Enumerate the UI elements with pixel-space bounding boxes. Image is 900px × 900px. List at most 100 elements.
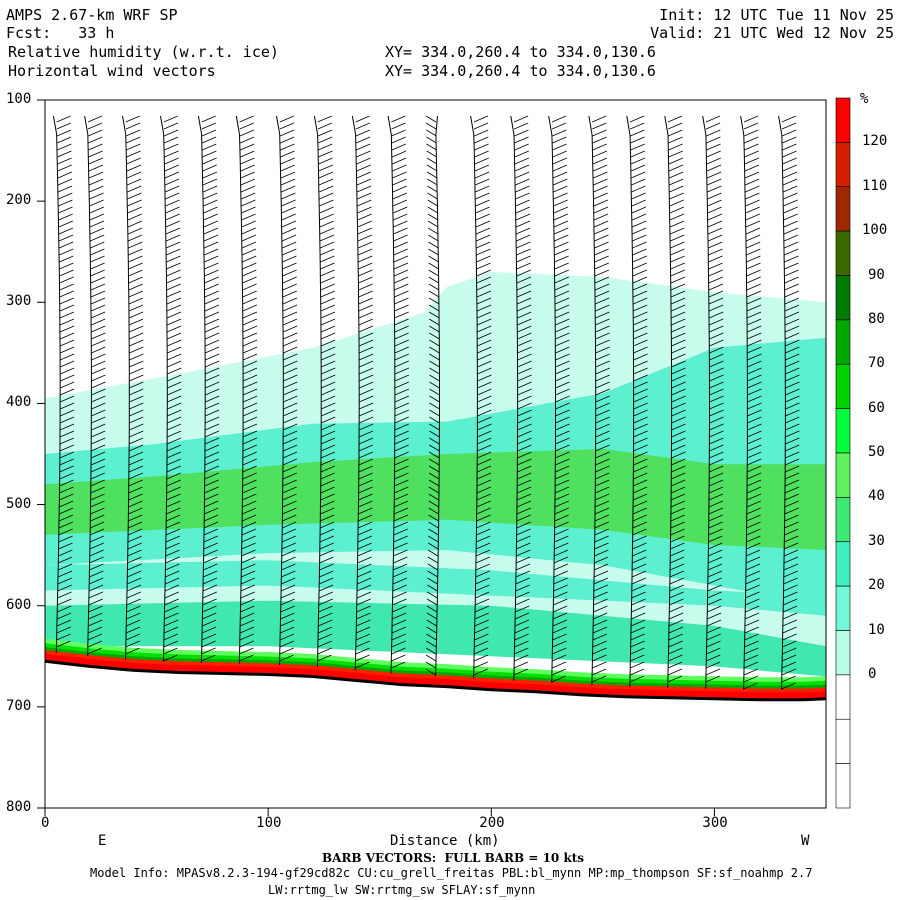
colorbar-label: 0	[868, 665, 877, 682]
barb-flags	[355, 115, 374, 669]
barb-staff	[626, 115, 635, 687]
colorbar-swatch-10	[835, 541, 851, 587]
barb-staff	[313, 115, 322, 667]
colorbar-swatch-3	[835, 230, 851, 276]
colorbar	[835, 97, 851, 809]
x-tick-label: 0	[41, 815, 50, 831]
x-tick-label: 100	[256, 815, 282, 831]
barb-column-17	[702, 115, 724, 689]
header-init: Init: 12 UTC Tue 11 Nov 25	[659, 6, 894, 24]
barb-column-15	[626, 115, 648, 687]
barb-staff	[84, 115, 92, 657]
barb-staff	[435, 115, 440, 677]
colorbar-label: 40	[868, 488, 885, 505]
axes	[37, 99, 827, 816]
barb-column-14	[588, 115, 610, 686]
barb-flags	[317, 115, 336, 662]
barb-staff	[588, 115, 597, 686]
colorbar-label: 80	[868, 310, 885, 327]
colorbar-label: 10	[868, 621, 885, 638]
colorbar-label: 90	[868, 266, 885, 283]
barb-staff	[276, 115, 284, 666]
x-axis-label: Distance (km)	[390, 833, 500, 849]
colorbar-swatch-8	[835, 452, 851, 498]
barb-column-10	[425, 115, 440, 677]
barb-column-3	[160, 115, 182, 662]
barb-flags	[201, 115, 220, 662]
colorbar-swatch-5	[835, 319, 851, 365]
barb-flags	[513, 115, 532, 676]
colorbar-label: 60	[868, 399, 885, 416]
y-tick-label: 700	[6, 697, 32, 714]
barb-flags	[56, 115, 75, 648]
barb-column-4	[197, 115, 220, 664]
x-tick-label: 200	[479, 815, 505, 831]
plot-frame	[44, 99, 827, 809]
y-tick-label: 100	[6, 91, 32, 107]
colorbar-unit: %	[860, 91, 869, 107]
barb-staff	[740, 115, 748, 690]
barb-flags	[163, 115, 182, 662]
y-tick-label: 600	[6, 596, 32, 613]
barb-flags	[391, 115, 410, 669]
barb-flags	[425, 115, 440, 676]
colorbar-swatch-7	[835, 408, 851, 454]
header-xy-1: XY= 334.0,260.4 to 334.0,130.6	[385, 43, 656, 61]
barb-column-8	[351, 115, 374, 671]
x-tick-label: 300	[702, 815, 728, 831]
header-valid: Valid: 21 UTC Wed 12 Nov 25	[650, 24, 894, 42]
colorbar-swatch-11	[835, 585, 851, 631]
barb-flags	[473, 115, 492, 676]
barb-column-16	[664, 115, 686, 688]
rh-layer-3	[45, 560, 826, 616]
colorbar-label: 120	[862, 133, 888, 150]
barb-column-2	[122, 115, 144, 660]
barb-flags	[125, 115, 144, 655]
colorbar-swatch-2	[835, 186, 851, 232]
colorbar-swatch-6	[835, 363, 851, 409]
colorbar-label: 70	[868, 355, 885, 372]
barb-flags	[551, 115, 570, 683]
y-tick-label: 500	[6, 495, 32, 512]
colorbar-swatch-4	[835, 275, 851, 321]
barb-column-7	[313, 115, 336, 667]
terrain-surface-line	[44, 659, 827, 702]
colorbar-label: 100	[862, 222, 888, 239]
barb-staff	[470, 115, 478, 679]
wind-barbs	[52, 115, 800, 690]
header-xy-2: XY= 334.0,260.4 to 334.0,130.6	[385, 62, 656, 80]
colorbar-swatch-9	[835, 497, 851, 543]
barb-staff	[510, 115, 519, 681]
rh-layer-2	[45, 448, 826, 551]
y-tick-label: 400	[6, 394, 32, 411]
barb-column-6	[276, 115, 298, 666]
barb-staff	[778, 115, 786, 690]
barb-column-1	[84, 115, 106, 657]
barb-column-9	[387, 115, 410, 674]
barb-column-19	[778, 115, 800, 690]
colorbar-swatch-15	[835, 763, 851, 809]
model-info-2: LW:rrtmg_lw SW:rrtmg_sw SFLAY:sf_mynn	[268, 883, 536, 897]
y-tick-label: 300	[6, 293, 32, 310]
barb-flags	[781, 115, 800, 690]
y-tick-label: 800	[6, 799, 32, 815]
colorbar-swatch-14	[835, 718, 851, 764]
barb-column-11	[470, 115, 492, 679]
barb-staff	[702, 115, 710, 689]
terrain-strip-4	[45, 653, 826, 700]
colorbar-label: 50	[868, 444, 885, 460]
colorbar-label: 20	[868, 577, 885, 594]
barb-staff	[197, 115, 206, 664]
barb-flags	[705, 115, 724, 683]
colorbar-swatch-0	[835, 97, 851, 143]
header-field-1: Relative humidity (w.r.t. ice)	[8, 43, 279, 61]
barb-flags	[87, 115, 106, 655]
barb-flags	[743, 115, 762, 690]
barb-column-12	[510, 115, 532, 681]
barb-staff	[160, 115, 168, 662]
barb-flags	[667, 115, 686, 683]
model-info-1: Model Info: MPASv8.2.3-194-gf29cd82c CU:…	[90, 866, 813, 880]
barb-column-0	[52, 115, 75, 653]
header-field-2: Horizontal wind vectors	[8, 62, 216, 80]
barb-legend: BARB VECTORS: FULL BARB = 10 kts	[322, 851, 585, 865]
